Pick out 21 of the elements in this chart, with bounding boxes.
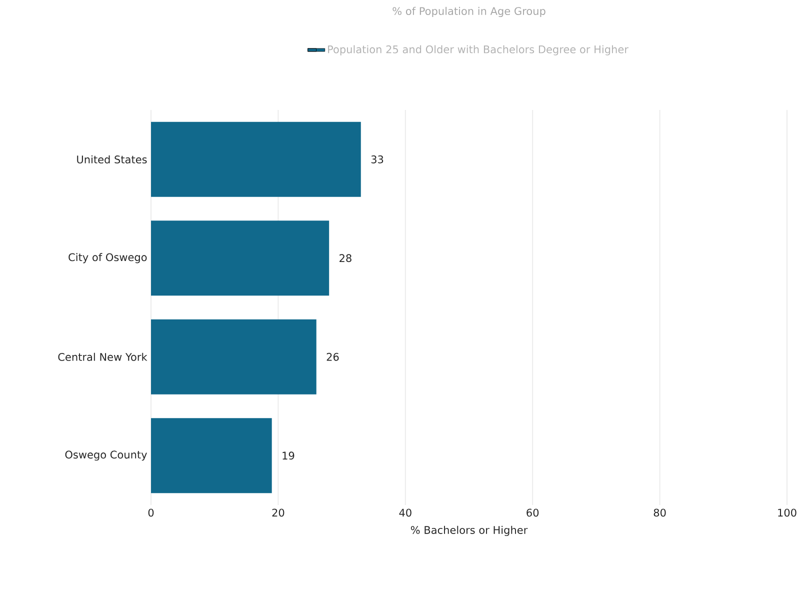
bar xyxy=(151,418,272,494)
y-tick-label: Oswego County xyxy=(65,450,147,461)
x-tick-label: 100 xyxy=(778,508,796,517)
x-tick-label: 80 xyxy=(654,508,666,517)
y-tick-label: United States xyxy=(77,155,147,164)
data-label: 33 xyxy=(371,155,384,164)
legend-label: Population 25 and Older with Bachelors Degree or Higher xyxy=(328,45,628,56)
bar xyxy=(151,122,361,197)
y-tick-label: Central New York xyxy=(58,352,148,361)
chart-title: % of Population in Age Group xyxy=(392,6,546,18)
x-tick-label: 60 xyxy=(526,508,539,517)
data-label: 28 xyxy=(340,254,352,262)
bar xyxy=(151,220,330,296)
bar xyxy=(151,319,316,394)
data-label: 26 xyxy=(326,352,339,361)
data-label: 19 xyxy=(282,452,294,460)
x-tick-label: 20 xyxy=(272,508,284,517)
x-tick-label: 0 xyxy=(148,508,154,517)
x-tick-label: 40 xyxy=(399,508,412,517)
y-tick-label: City of Oswego xyxy=(68,253,147,264)
x-axis-title: % Bachelors or Higher xyxy=(410,526,528,536)
